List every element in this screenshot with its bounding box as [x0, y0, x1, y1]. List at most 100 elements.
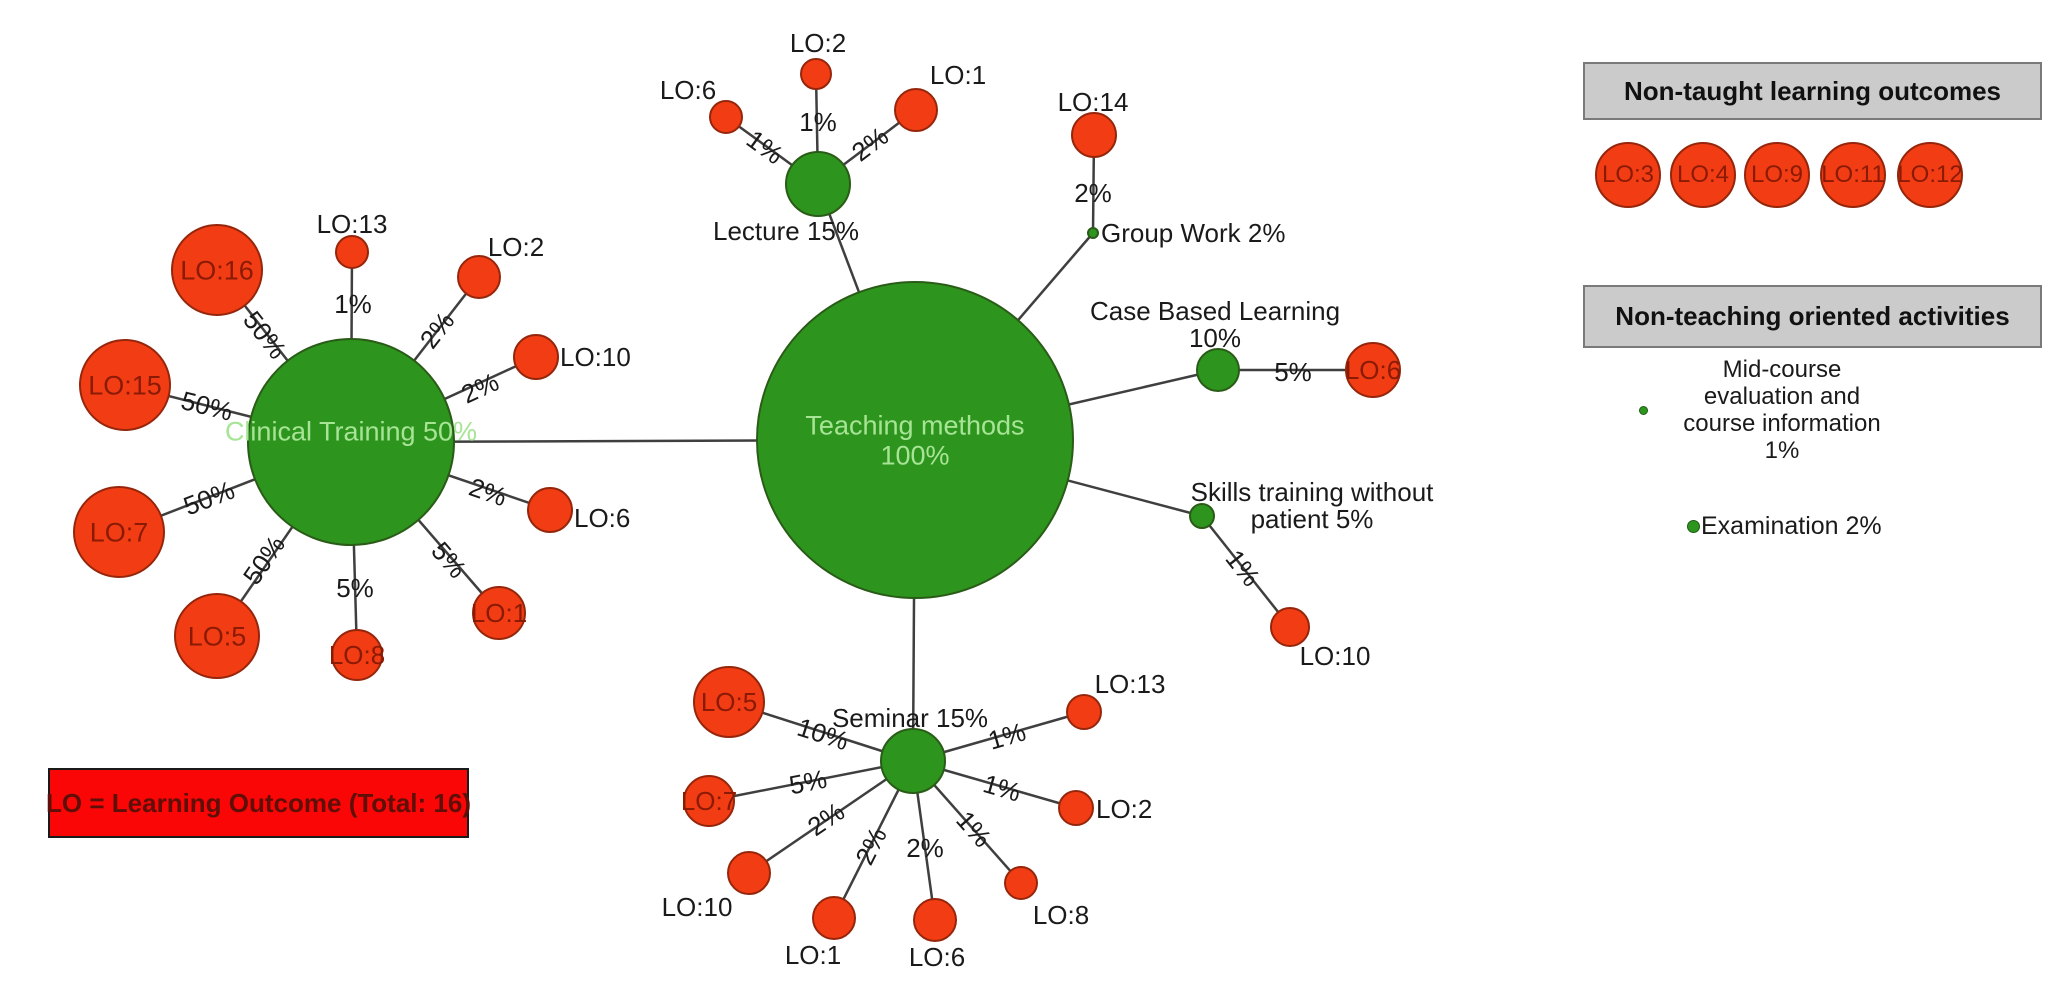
- mid-course-dot-icon: [1638, 405, 1648, 415]
- edge-label-seminar-sem_lo13: 1%: [985, 716, 1029, 755]
- node-seminar: [880, 728, 946, 794]
- node-cl_lo6: [527, 487, 573, 533]
- node-clinical: [247, 338, 455, 546]
- node-label-teaching-1: Teaching methods: [805, 410, 1024, 440]
- node-lecture: [785, 151, 851, 217]
- lo-definition-note: LO = Learning Outcome (Total: 16): [46, 768, 471, 838]
- mid-course-entry: Mid-course evaluation and course informa…: [1642, 356, 1922, 464]
- node-sem_lo1: [812, 896, 856, 940]
- node-lec_lo1: [894, 88, 938, 132]
- edge-label-seminar-sem_lo7: 5%: [787, 764, 830, 801]
- node-label-cbl-2: 10%: [1189, 323, 1241, 353]
- mid-course-line-1: Mid-course: [1722, 356, 1842, 383]
- node-sem_lo7: [683, 775, 735, 827]
- node-label-cl_lo10: LO:10: [560, 342, 631, 372]
- node-label-lec_lo1: LO:1: [930, 60, 986, 90]
- node-circles: [73, 58, 1401, 942]
- node-label-lec_lo2: LO:2: [790, 28, 846, 58]
- node-cl_lo15: [79, 339, 171, 431]
- mid-course-line-4: 1%: [1764, 437, 1800, 464]
- edge-label-clinical-cl_lo6: 2%: [465, 472, 510, 513]
- node-label-cbl-1: Case Based Learning: [1090, 296, 1340, 326]
- node-teaching: [756, 281, 1074, 599]
- legend-non-taught-header: Non-taught learning outcomes: [1583, 62, 2042, 120]
- node-label-cl_lo6: LO:6: [574, 503, 630, 533]
- edge-label-clinical-cl_lo13: 1%: [334, 289, 372, 319]
- mid-course-line-2: evaluation and: [1703, 383, 1861, 410]
- node-label-sem_lo2: LO:2: [1096, 794, 1152, 824]
- node-label-sk_lo10: LO:10: [1300, 641, 1371, 671]
- legend-circle-LO4: LO:4: [1670, 142, 1736, 208]
- edge-label-lecture-lec_lo6: 1%: [741, 124, 789, 170]
- node-label-cl_lo7: LO:7: [90, 517, 149, 547]
- node-label-cl_lo2: LO:2: [488, 232, 544, 262]
- node-sem_lo8: [1004, 866, 1038, 900]
- node-label-lec_lo6: LO:6: [660, 75, 716, 105]
- edge-label-skills-sk_lo10: 1%: [1220, 544, 1267, 592]
- node-cl_lo5: [174, 593, 260, 679]
- edge-label-clinical-cl_lo2: 2%: [414, 306, 461, 354]
- edge-label-clinical-cl_lo10: 2%: [457, 367, 504, 410]
- edge-label-seminar-sem_lo1: 2%: [849, 822, 893, 869]
- node-label-cl_lo5: LO:5: [188, 621, 247, 651]
- legend-circle-LO3: LO:3: [1595, 142, 1661, 208]
- node-label-cl_lo1: LO:1: [471, 598, 527, 628]
- node-label-sem_lo1: LO:1: [785, 940, 841, 970]
- node-cl_lo7: [73, 486, 165, 578]
- edge-seminar-sem_lo10: [748, 759, 914, 875]
- examination-dot-icon: [1686, 519, 1700, 533]
- node-lo14: [1071, 112, 1117, 158]
- edge-label-lecture-lec_lo1: 2%: [846, 121, 894, 168]
- node-skills: [1189, 503, 1215, 529]
- node-label-cl_lo13: LO:13: [317, 209, 388, 239]
- node-cl_lo10: [513, 334, 559, 380]
- node-sem_lo5: [693, 666, 765, 738]
- edge-label-groupwork-lo14: 2%: [1074, 178, 1112, 208]
- node-label-clinical: Clinical Training 50%: [225, 416, 477, 446]
- edge-label-clinical-cl_lo1: 5%: [425, 536, 472, 584]
- edge-label-clinical-cl_lo7: 50%: [179, 475, 238, 522]
- node-label-lo14: LO:14: [1058, 87, 1129, 117]
- node-lec_lo2: [800, 58, 832, 90]
- node-sem_lo2: [1058, 790, 1094, 826]
- node-label-skills-1: Skills training without: [1191, 477, 1435, 507]
- edge-skills-sk_lo10: [1201, 515, 1291, 628]
- node-sk_lo10: [1270, 607, 1310, 647]
- node-label-cl_lo16: LO:16: [180, 255, 254, 285]
- node-cl_lo1: [472, 586, 526, 640]
- node-label-sem_lo7: LO:7: [681, 786, 737, 816]
- node-label-sem_lo10: LO:10: [662, 892, 733, 922]
- node-label-groupwork: Group Work 2%: [1101, 218, 1285, 248]
- legend-non-teaching-header: Non-teaching oriented activities: [1583, 285, 2042, 348]
- legend-circle-LO9: LO:9: [1744, 142, 1810, 208]
- mid-course-line-3: course information: [1683, 410, 1881, 437]
- edge-label-lecture-lec_lo2: 1%: [799, 107, 837, 137]
- node-sem_lo10: [727, 851, 771, 895]
- node-label-sem_lo5: LO:5: [701, 687, 757, 717]
- legend-circle-LO11: LO:11: [1820, 142, 1886, 208]
- edge-label-seminar-sem_lo6: 2%: [906, 833, 944, 863]
- edge-seminar-sem_lo7: [708, 759, 914, 803]
- node-label-sem_lo13: LO:13: [1095, 669, 1166, 699]
- legend-circle-LO12: LO:12: [1897, 142, 1963, 208]
- node-cl_lo16: [171, 224, 263, 316]
- node-label-skills-2: patient 5%: [1251, 504, 1374, 534]
- node-cl_lo8: [331, 629, 383, 681]
- node-cbl: [1196, 348, 1240, 392]
- examination-entry: Examination 2%: [1701, 512, 1882, 540]
- node-sem_lo13: [1066, 694, 1102, 730]
- edge-label-cbl-cbl_lo6: 5%: [1274, 357, 1312, 387]
- node-label-lecture: Lecture 15%: [713, 216, 859, 246]
- node-label-cl_lo15: LO:15: [88, 370, 162, 400]
- node-label-cl_lo8: LO:8: [329, 640, 385, 670]
- node-label-cbl_lo6: LO:6: [1345, 355, 1401, 385]
- node-label-sem_lo8: LO:8: [1033, 900, 1089, 930]
- edge-label-seminar-sem_lo2: 1%: [980, 768, 1024, 807]
- node-lec_lo6: [709, 100, 743, 134]
- node-label-teaching-2: 100%: [880, 440, 949, 470]
- node-label-sem_lo6: LO:6: [909, 942, 965, 972]
- node-cbl_lo6: [1345, 342, 1401, 398]
